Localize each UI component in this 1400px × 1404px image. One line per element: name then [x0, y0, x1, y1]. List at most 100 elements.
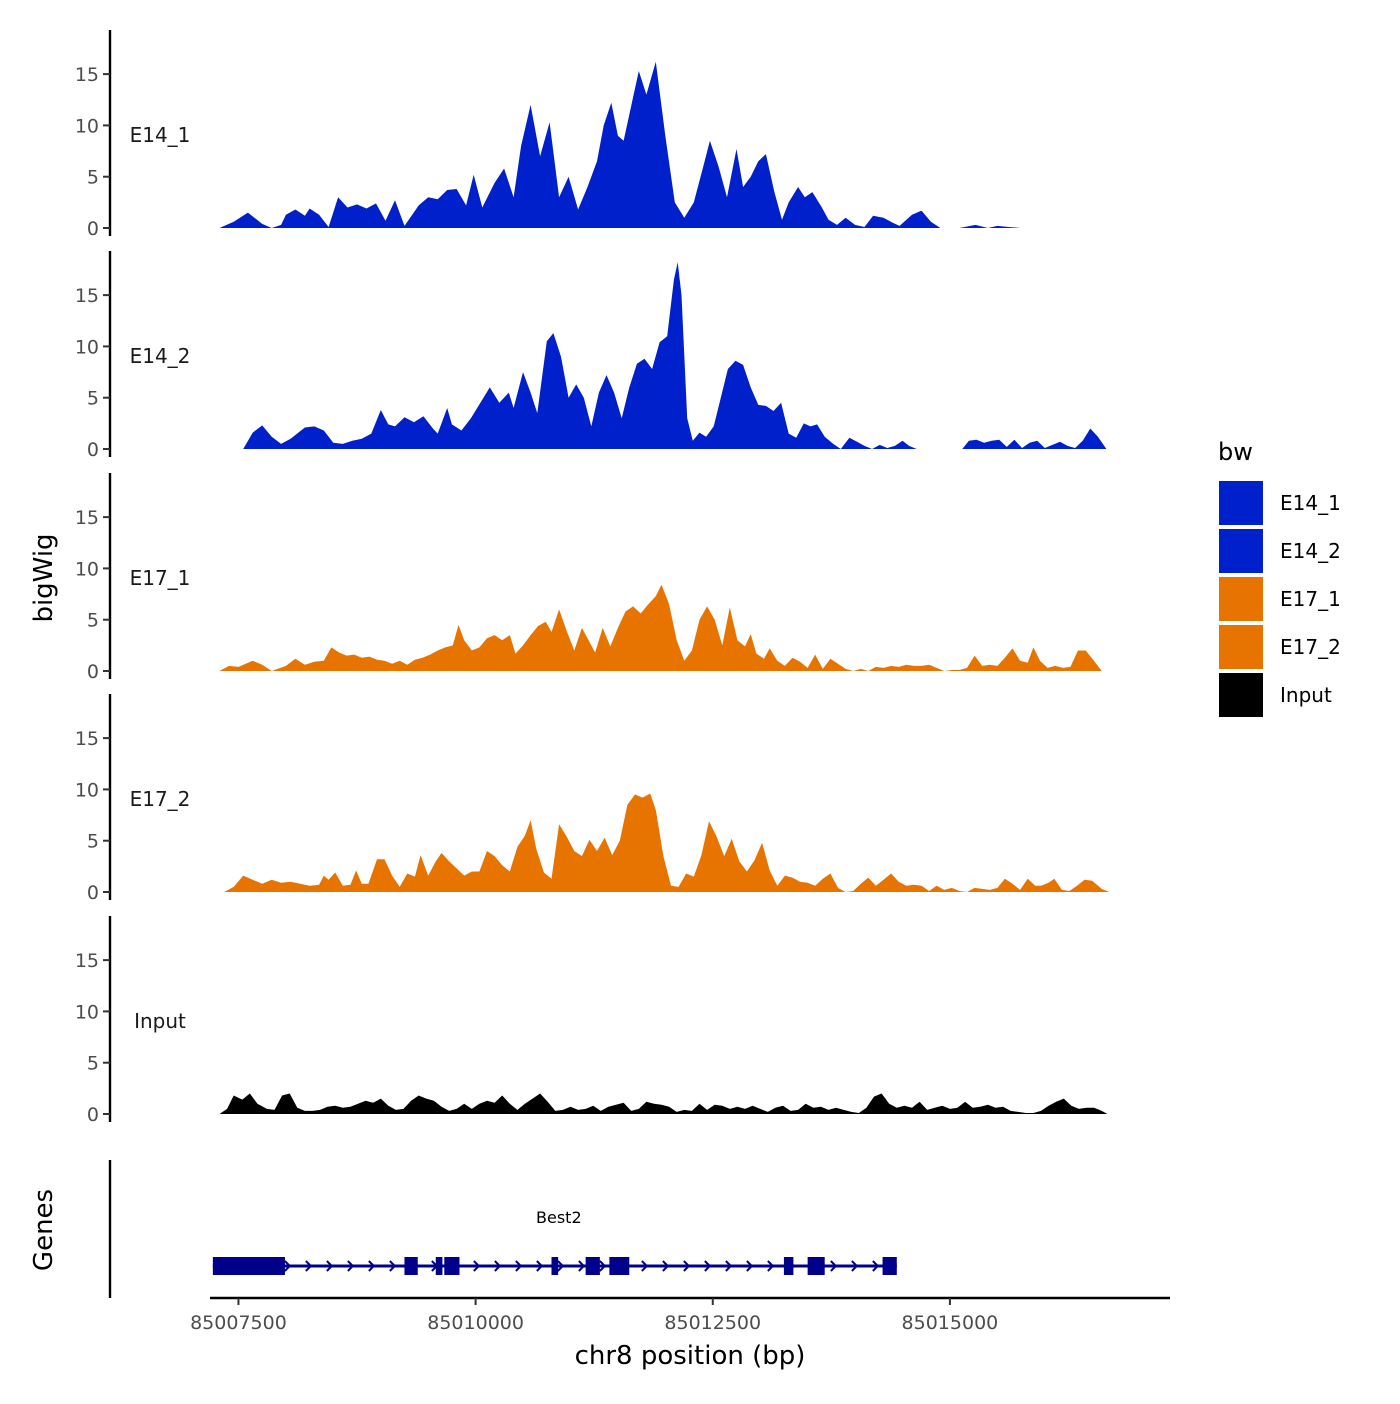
strand-chevron: [851, 1260, 859, 1272]
gene-exon: [882, 1257, 897, 1275]
track-label: Input: [134, 1009, 186, 1033]
legend-swatch: [1217, 575, 1265, 623]
y-tick-label: 0: [87, 439, 99, 461]
gene-exon: [783, 1257, 794, 1275]
y-tick-label: 10: [75, 558, 99, 580]
strand-chevron: [767, 1260, 775, 1272]
strand-chevron: [662, 1260, 670, 1272]
legend-entry-e17-1: E17_1: [1217, 575, 1341, 623]
y-tick-label: 15: [75, 507, 99, 529]
y-tick-label: 5: [87, 831, 99, 853]
y-tick-label: 5: [87, 610, 99, 632]
track-label: E14_2: [130, 344, 191, 368]
x-tick-label: 85007500: [190, 1312, 287, 1334]
coverage-area-e17-1: [219, 584, 1102, 671]
coverage-area-e14-2: [243, 262, 1107, 449]
y-tick-label: 15: [75, 64, 99, 86]
y-tick-label: 10: [75, 779, 99, 801]
strand-chevron: [389, 1260, 397, 1272]
strand-chevron: [746, 1260, 754, 1272]
coverage-area-input: [219, 1093, 1108, 1114]
gene-exon: [404, 1257, 418, 1275]
strand-chevron: [536, 1260, 544, 1272]
y-tick-label: 15: [75, 285, 99, 307]
track-label: E14_1: [130, 123, 191, 147]
legend-label: E17_1: [1280, 587, 1341, 611]
legend-entries: E14_1 E14_2 E17_1 E17_2 Input: [1217, 479, 1341, 719]
coverage-area-e14-1: [219, 61, 1022, 228]
strand-chevron: [494, 1260, 502, 1272]
legend-label: E14_1: [1280, 491, 1341, 515]
track-panel-e17-1: 0 5 10 15 E17_1: [75, 473, 1102, 683]
legend-swatch: [1217, 527, 1265, 575]
gene-exon: [212, 1257, 285, 1275]
x-axis: 85007500 85010000 85012500 85015000: [190, 1296, 1170, 1334]
strand-chevron: [305, 1260, 313, 1272]
y-tick-label: 0: [87, 661, 99, 683]
track-panel-e14-1: 0 5 10 15 E14_1: [75, 30, 1022, 240]
legend-swatch: [1217, 671, 1265, 719]
strand-chevron: [704, 1260, 712, 1272]
track-panel-input: 0 5 10 15 Input: [75, 916, 1108, 1126]
y-tick-label: 10: [75, 115, 99, 137]
strand-chevron: [872, 1260, 880, 1272]
strand-chevron: [641, 1260, 649, 1272]
legend-entry-input: Input: [1217, 671, 1332, 719]
strand-chevron: [368, 1260, 376, 1272]
legend-swatch: [1217, 479, 1265, 527]
genes-panel-title: Genes: [29, 1189, 59, 1271]
track-label: E17_2: [130, 787, 191, 811]
genes-panel: Best2: [108, 1160, 897, 1298]
y-tick-label: 15: [75, 728, 99, 750]
y-tick-label: 5: [87, 167, 99, 189]
track-panels: 0 5 10 15 E14_1 0 5 10 15 E14_2 0 5 10 15 E17_1 0 5 10 15 E…: [75, 30, 1110, 1126]
legend-entry-e14-1: E14_1: [1217, 479, 1341, 527]
legend-label: Input: [1280, 683, 1332, 707]
legend-entry-e14-2: E14_2: [1217, 527, 1341, 575]
strand-chevron: [347, 1260, 355, 1272]
strand-chevron: [578, 1260, 586, 1272]
gene-best2: Best2: [212, 1208, 897, 1275]
track-panel-e17-2: 0 5 10 15 E17_2: [75, 694, 1110, 904]
gene-exon: [551, 1257, 559, 1275]
y-tick-label: 0: [87, 218, 99, 240]
gene-exon: [609, 1257, 630, 1275]
strand-chevron: [326, 1260, 334, 1272]
y-tick-label: 0: [87, 882, 99, 904]
legend-entry-e17-2: E17_2: [1217, 623, 1341, 671]
strand-chevron: [683, 1260, 691, 1272]
y-tick-label: 10: [75, 336, 99, 358]
y-tick-label: 15: [75, 950, 99, 972]
legend-label: E14_2: [1280, 539, 1341, 563]
legend: bw E14_1 E14_2 E17_1 E17_2 Input: [1217, 438, 1341, 719]
coverage-area-e17-2: [224, 793, 1110, 892]
x-tick-label: 85012500: [664, 1312, 761, 1334]
y-tick-label: 5: [87, 1053, 99, 1075]
y-tick-label: 10: [75, 1001, 99, 1023]
x-axis-title: chr8 position (bp): [575, 1341, 806, 1371]
gene-exon: [807, 1257, 825, 1275]
gene-exon: [435, 1257, 443, 1275]
y-tick-label: 0: [87, 1104, 99, 1126]
strand-chevron: [284, 1260, 292, 1272]
strand-chevron: [599, 1260, 607, 1272]
track-panel-e14-2: 0 5 10 15 E14_2: [75, 251, 1107, 461]
legend-swatch: [1217, 623, 1265, 671]
y-axis-title: bigWig: [29, 533, 59, 622]
track-label: E17_1: [130, 566, 191, 590]
strand-chevron: [830, 1260, 838, 1272]
strand-chevron: [557, 1260, 565, 1272]
gene-exon: [585, 1257, 600, 1275]
x-tick-label: 85010000: [427, 1312, 524, 1334]
x-tick-label: 85015000: [902, 1312, 999, 1334]
strand-chevron: [725, 1260, 733, 1272]
strand-chevron: [473, 1260, 481, 1272]
gene-exon: [444, 1257, 460, 1275]
y-tick-label: 5: [87, 388, 99, 410]
legend-title: bw: [1218, 438, 1253, 466]
strand-chevron: [515, 1260, 523, 1272]
legend-label: E17_2: [1280, 635, 1341, 659]
gene-name-label: Best2: [536, 1208, 582, 1227]
